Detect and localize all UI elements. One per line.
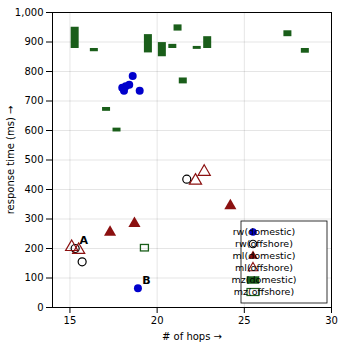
svg-text:25: 25 xyxy=(238,315,251,326)
svg-text:500: 500 xyxy=(24,154,43,165)
svg-text:A: A xyxy=(80,234,89,247)
svg-text:B: B xyxy=(142,274,150,287)
svg-text:rw(domestic): rw(domestic) xyxy=(233,226,296,237)
svg-text:# of hops →: # of hops → xyxy=(162,331,222,342)
svg-text:ml(offshore): ml(offshore) xyxy=(235,262,293,273)
svg-text:30: 30 xyxy=(325,315,338,326)
svg-text:20: 20 xyxy=(151,315,164,326)
svg-text:400: 400 xyxy=(24,184,43,195)
svg-text:ml(domestic): ml(domestic) xyxy=(233,250,296,261)
svg-text:mz(domestic): mz(domestic) xyxy=(231,274,296,285)
svg-text:response time (ms) →: response time (ms) → xyxy=(5,106,16,215)
svg-text:800: 800 xyxy=(24,66,43,77)
svg-text:700: 700 xyxy=(24,95,43,106)
svg-text:1,000: 1,000 xyxy=(15,7,44,18)
svg-text:0: 0 xyxy=(37,302,43,313)
svg-text:200: 200 xyxy=(24,243,43,254)
svg-text:15: 15 xyxy=(64,315,77,326)
svg-text:900: 900 xyxy=(24,36,43,47)
svg-text:300: 300 xyxy=(24,213,43,224)
svg-text:rw(offshore): rw(offshore) xyxy=(235,238,293,249)
svg-text:mz(offshore): mz(offshore) xyxy=(234,286,294,297)
svg-text:600: 600 xyxy=(24,125,43,136)
svg-text:100: 100 xyxy=(24,272,43,283)
